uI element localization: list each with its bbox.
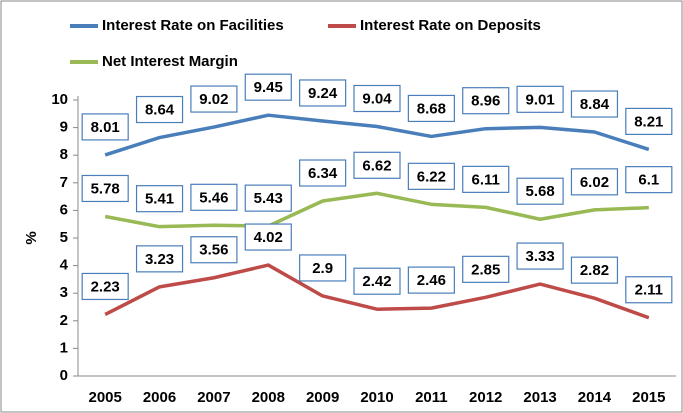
data-label: 5.68 xyxy=(525,183,554,200)
data-label-box xyxy=(462,255,510,283)
data-label-box xyxy=(516,177,564,205)
data-label: 3.56 xyxy=(199,242,228,259)
data-label: 9.45 xyxy=(254,79,283,96)
legend-label: Interest Rate on Facilities xyxy=(102,17,284,34)
data-label: 2.9 xyxy=(312,260,333,277)
data-label-box xyxy=(570,256,619,284)
data-label: 3.33 xyxy=(525,248,554,265)
data-label-box xyxy=(462,87,510,115)
legend-label: Net Interest Margin xyxy=(102,53,238,70)
y-tick-label: 10 xyxy=(51,91,68,108)
y-tick-label: 4 xyxy=(60,257,69,274)
data-label-box xyxy=(353,84,401,113)
y-tick-label: 6 xyxy=(60,201,68,218)
y-tick-label: 5 xyxy=(60,229,68,246)
data-label: 6.11 xyxy=(472,171,500,188)
data-label-box xyxy=(570,90,619,118)
data-label: 2.11 xyxy=(635,282,663,299)
data-label-box xyxy=(135,95,184,124)
data-label-box xyxy=(299,159,347,187)
data-label-box xyxy=(462,165,510,193)
data-label: 2.85 xyxy=(471,261,500,278)
data-label: 8.21 xyxy=(634,113,663,130)
data-label: 5.78 xyxy=(91,180,120,197)
data-label-box xyxy=(135,245,184,273)
legend-label: Interest Rate on Deposits xyxy=(360,17,541,34)
x-tick-label: 2014 xyxy=(578,389,612,406)
data-label-box xyxy=(135,185,184,213)
data-label-box xyxy=(625,276,673,304)
data-label: 4.02 xyxy=(254,229,283,246)
data-label-box xyxy=(570,168,619,196)
data-label: 2.42 xyxy=(362,273,391,290)
x-tick-label: 2011 xyxy=(415,389,448,406)
x-tick-label: 2006 xyxy=(143,389,176,406)
y-tick-label: 2 xyxy=(60,312,68,329)
x-tick-label: 2012 xyxy=(469,389,502,406)
data-label-box xyxy=(244,184,292,212)
y-tick-label: 7 xyxy=(60,174,68,191)
y-tick-label: 1 xyxy=(60,339,68,356)
data-label-box xyxy=(190,85,238,113)
x-tick-label: 2005 xyxy=(88,389,121,406)
data-label-box xyxy=(244,73,292,101)
x-tick-label: 2009 xyxy=(306,389,339,406)
data-label: 3.23 xyxy=(145,251,174,268)
data-label-box xyxy=(625,166,673,194)
data-label: 6.34 xyxy=(308,165,338,182)
data-label: 8.01 xyxy=(91,119,120,136)
data-label-box xyxy=(299,79,347,107)
x-tick-label: 2008 xyxy=(252,389,285,406)
data-label-box xyxy=(81,113,129,141)
data-label: 2.82 xyxy=(580,262,609,279)
data-label: 9.01 xyxy=(525,91,554,108)
y-tick-label: 9 xyxy=(60,119,68,136)
data-label-box xyxy=(81,272,129,301)
data-label: 8.68 xyxy=(417,100,446,117)
data-label: 6.62 xyxy=(362,157,391,174)
data-label: 5.43 xyxy=(254,190,283,207)
data-label-box xyxy=(407,162,455,190)
data-label: 9.02 xyxy=(199,91,228,108)
data-label-box xyxy=(190,236,238,264)
data-label: 5.46 xyxy=(199,189,228,206)
data-label: 6.02 xyxy=(580,174,609,191)
y-tick-label: 0 xyxy=(60,367,68,384)
data-label-box xyxy=(516,242,564,270)
data-label-box xyxy=(516,85,564,113)
data-label-box xyxy=(190,183,238,211)
x-tick-label: 2013 xyxy=(523,389,556,406)
series-line xyxy=(104,191,649,229)
x-tick-label: 2015 xyxy=(632,389,665,406)
data-label: 6.1 xyxy=(638,172,659,189)
data-label-box xyxy=(407,94,455,123)
x-tick-label: 2010 xyxy=(360,389,393,406)
data-label-box xyxy=(244,223,292,251)
data-label-box xyxy=(407,266,455,294)
y-tick-label: 3 xyxy=(60,284,68,301)
data-label: 2.46 xyxy=(417,272,446,289)
data-label-box xyxy=(625,107,673,136)
data-label: 5.41 xyxy=(145,191,174,208)
data-label: 9.24 xyxy=(308,85,338,102)
series-line xyxy=(104,263,650,320)
x-tick-label: 2007 xyxy=(197,389,230,406)
data-label-box xyxy=(81,174,129,203)
data-label-box xyxy=(299,254,347,282)
data-label-box xyxy=(353,151,401,179)
data-label: 8.84 xyxy=(580,96,610,113)
data-label-box xyxy=(353,267,401,295)
y-tick-label: 8 xyxy=(60,146,68,163)
series-line xyxy=(104,113,650,157)
data-label: 6.22 xyxy=(417,168,446,185)
data-label: 8.96 xyxy=(471,93,500,110)
y-axis-label: % xyxy=(23,231,40,244)
data-label: 2.23 xyxy=(91,278,120,295)
data-label: 9.04 xyxy=(362,90,392,107)
data-label: 8.64 xyxy=(145,102,175,119)
